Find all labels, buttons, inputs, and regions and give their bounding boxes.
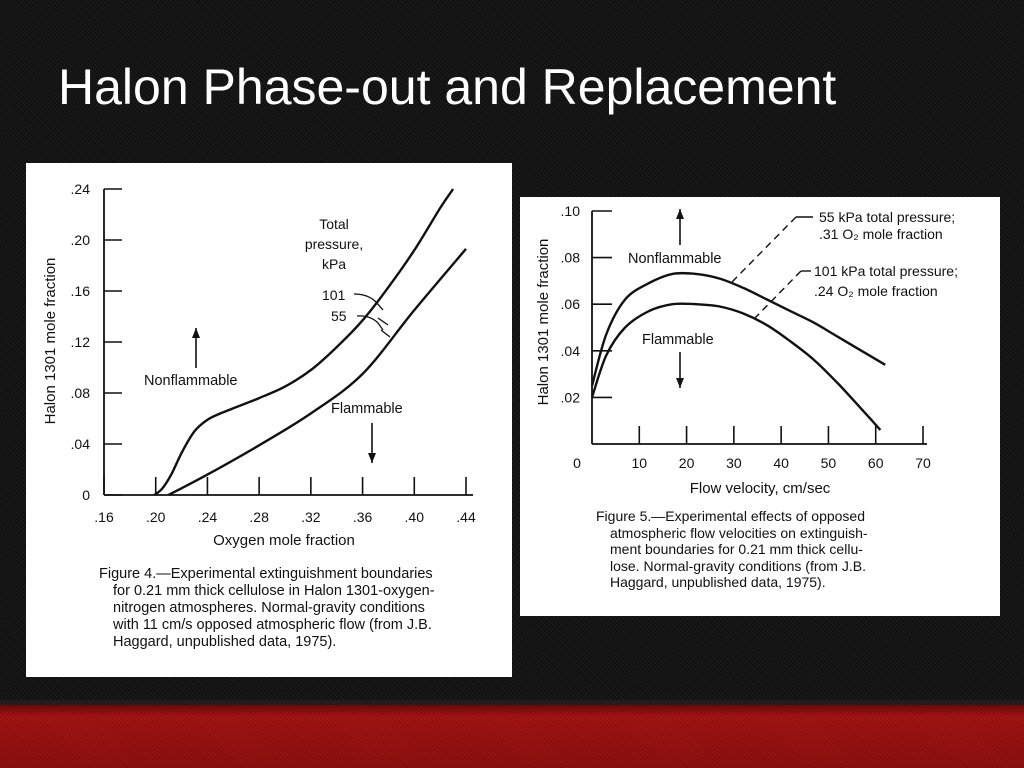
caption-line: ment boundaries for 0.21 mm thick cellu- [610, 541, 863, 557]
y-tick-label: .08 [561, 250, 581, 266]
series-label-101: 101 [322, 287, 346, 303]
figure-5-panel: 0 10 20 30 40 50 60 70 .02 .04 .06 .08 .10 Flow veloc… [520, 197, 1000, 616]
x-tick-label: 30 [726, 455, 742, 471]
footer-divider [0, 700, 1024, 705]
series-label-101kpa: 101 kPa total pressure; [814, 263, 958, 279]
caption-line: Figure 4.—Experimental extinguishment bo… [99, 566, 433, 582]
series-label-55kpa-line2: .31 O₂ mole fraction [819, 226, 943, 242]
y-axis-title: Halon 1301 mole fraction [535, 239, 552, 406]
x-tick-label: .40 [405, 509, 425, 525]
y-tick-label: .08 [71, 385, 91, 401]
figure-5-chart: 0 10 20 30 40 50 60 70 .02 .04 .06 .08 .10 Flow veloc… [535, 203, 958, 497]
y-tick-label: .04 [71, 436, 91, 452]
x-tick-label: 40 [773, 455, 789, 471]
x-tick-label: 20 [679, 455, 695, 471]
series-line-55 [168, 248, 467, 497]
caption-line: for 0.21 mm thick cellulose in Halon 130… [113, 583, 435, 599]
caption-line: atmospheric flow velocities on extinguis… [610, 524, 868, 541]
figure-5-caption: Figure 5.—Experimental effects of oppose… [596, 508, 868, 591]
legend-title-line: kPa [322, 256, 346, 272]
x-tick-label: 60 [868, 455, 884, 471]
arrow-nonflammable-head [192, 328, 200, 338]
series-line-101 [153, 188, 455, 496]
x-axis-title: Oxygen mole fraction [213, 532, 355, 549]
y-tick-label: .06 [561, 296, 581, 312]
series-label-101kpa-line2: .24 O₂ mole fraction [814, 283, 938, 299]
x-tick-label: 50 [821, 455, 837, 471]
label-flammable: Flammable [331, 401, 403, 417]
x-tick-label: .44 [456, 509, 476, 525]
arrow-nonflammable-head [676, 209, 684, 219]
caption-line: Haggard, unpublished data, 1975). [113, 634, 337, 650]
y-tick-label: .16 [71, 283, 91, 299]
series-label-55kpa: 55 kPa total pressure; [819, 209, 955, 225]
legend-title-line: Total [319, 216, 349, 232]
x-tick-label: .28 [249, 509, 269, 525]
y-tick-label: .20 [71, 232, 91, 248]
leader-55 [356, 315, 384, 331]
y-tick-label: .10 [561, 203, 581, 219]
footer-bar [0, 705, 1024, 768]
series-line-101kpa [590, 302, 882, 431]
x-tick-label: .16 [94, 509, 114, 525]
label-nonflammable: Nonflammable [628, 251, 722, 267]
x-axis-title: Flow velocity, cm/sec [690, 480, 831, 497]
figure-4-caption: Figure 4.—Experimental extinguishment bo… [99, 566, 435, 651]
x-tick-label: .36 [353, 509, 373, 525]
y-tick-label: .04 [561, 343, 581, 359]
leader-101 [353, 293, 384, 311]
tick-mark-55 [380, 329, 391, 338]
series-line-55kpa [590, 271, 886, 387]
caption-line: lose. Normal-gravity conditions (from J.… [610, 557, 866, 574]
label-nonflammable: Nonflammable [144, 373, 238, 389]
y-tick-label: .12 [71, 334, 91, 350]
legend-title-line: pressure, [305, 236, 363, 252]
y-tick-label: 0 [82, 487, 90, 503]
figure-4-chart: .16 .20 .24 .28 .32 .36 .40 .44 0 .04 .08 .12 .16 .20… [42, 181, 476, 549]
caption-line: Haggard, unpublished data, 1975). [610, 574, 826, 590]
caption-line: with 11 cm/s opposed atmospheric flow (f… [113, 617, 432, 633]
caption-line: Figure 5.—Experimental effects of oppose… [596, 508, 866, 524]
leader-55kpa [729, 216, 797, 285]
series-label-55: 55 [331, 308, 347, 324]
y-tick-label: .24 [71, 181, 91, 197]
x-tick-label: .32 [301, 509, 321, 525]
tick-mark-101 [377, 317, 389, 326]
x-tick-label: 10 [631, 455, 647, 471]
x-tick-label: 70 [915, 455, 931, 471]
arrow-flammable-head [368, 453, 376, 463]
slide-title: Halon Phase-out and Replacement [58, 59, 837, 115]
x-tick-label: 0 [573, 455, 581, 471]
y-axis-title: Halon 1301 mole fraction [42, 258, 59, 425]
label-flammable: Flammable [642, 332, 714, 348]
x-tick-label: .24 [198, 509, 218, 525]
figure-4-panel: .16 .20 .24 .28 .32 .36 .40 .44 0 .04 .08 .12 .16 .20… [26, 163, 512, 677]
x-tick-label: .20 [146, 509, 166, 525]
arrow-flammable-head [676, 378, 684, 388]
caption-line: nitrogen atmospheres. Normal-gravity con… [113, 600, 425, 616]
y-tick-label: .02 [561, 389, 581, 405]
